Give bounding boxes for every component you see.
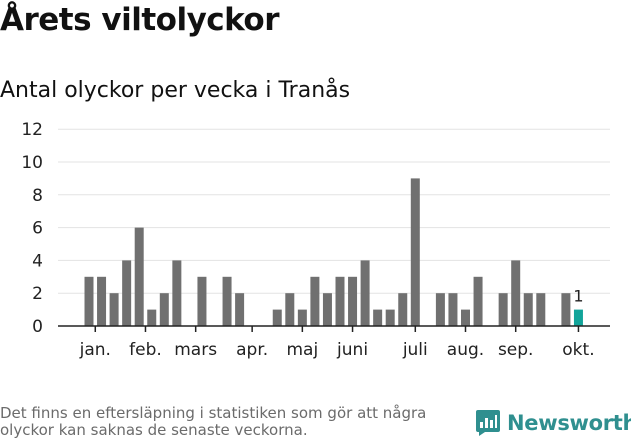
y-axis-ticks: 0 2 4 6 8 10 12 xyxy=(21,120,43,337)
bar xyxy=(523,293,533,326)
x-axis-month-labels: jan. feb. mars apr. maj juni juli aug. sep. okt. xyxy=(79,326,595,360)
x-tick-label: juni xyxy=(336,340,368,360)
bar xyxy=(159,293,169,326)
x-tick-label: maj xyxy=(286,340,318,360)
bar xyxy=(435,293,445,326)
page-title: Årets viltolyckor xyxy=(0,2,280,38)
newsworthy-logo-icon xyxy=(476,410,500,436)
x-tick-label: apr. xyxy=(236,340,268,360)
bar-value-label: 1 xyxy=(573,287,583,306)
bar xyxy=(511,260,521,326)
bar xyxy=(322,293,332,326)
bar xyxy=(561,293,571,326)
x-tick-label: sep. xyxy=(498,340,534,360)
bar xyxy=(297,309,307,326)
newsworthy-brand-text: Newsworthy xyxy=(507,411,631,435)
x-tick-label: jan. xyxy=(79,340,111,360)
x-tick-label: mars xyxy=(174,340,217,360)
bar xyxy=(172,260,182,326)
bar xyxy=(448,293,458,326)
bar xyxy=(134,227,144,326)
bar xyxy=(222,276,232,326)
y-tick-label: 6 xyxy=(32,219,43,239)
bar xyxy=(373,309,383,326)
bar xyxy=(473,276,483,326)
bar xyxy=(536,293,546,326)
bar xyxy=(360,260,370,326)
bar-chart: 0 2 4 6 8 10 12 1 jan. feb. mars apr. maj juni juli a… xyxy=(21,120,610,360)
bar xyxy=(348,276,358,326)
bar xyxy=(385,309,395,326)
footnote: Det finns en eftersläpning i statistiken… xyxy=(0,404,427,439)
y-tick-label: 12 xyxy=(21,120,43,140)
bar xyxy=(272,309,282,326)
bar xyxy=(122,260,132,326)
bar xyxy=(310,276,320,326)
bars: 1 xyxy=(84,178,584,326)
bar xyxy=(147,309,157,326)
y-tick-label: 2 xyxy=(32,284,43,304)
bar xyxy=(335,276,345,326)
y-tick-label: 4 xyxy=(32,251,43,271)
y-tick-label: 0 xyxy=(32,317,43,337)
bar xyxy=(84,276,94,326)
bar xyxy=(97,276,107,326)
bar xyxy=(285,293,295,326)
bar xyxy=(197,276,207,326)
bar xyxy=(398,293,408,326)
bar-current-week xyxy=(573,309,583,326)
chart-subtitle: Antal olyckor per vecka i Tranås xyxy=(0,78,351,103)
y-tick-label: 10 xyxy=(21,153,43,173)
y-tick-label: 8 xyxy=(32,186,43,206)
x-tick-label: juli xyxy=(402,340,428,360)
bar xyxy=(461,309,470,326)
bar xyxy=(235,293,245,326)
bar xyxy=(410,178,420,326)
bar xyxy=(109,293,119,326)
x-tick-label: okt. xyxy=(562,340,594,360)
bar xyxy=(498,293,508,326)
newsworthy-logo[interactable]: Newsworthy xyxy=(475,407,631,439)
x-tick-label: aug. xyxy=(447,340,484,360)
x-tick-label: feb. xyxy=(129,340,162,360)
